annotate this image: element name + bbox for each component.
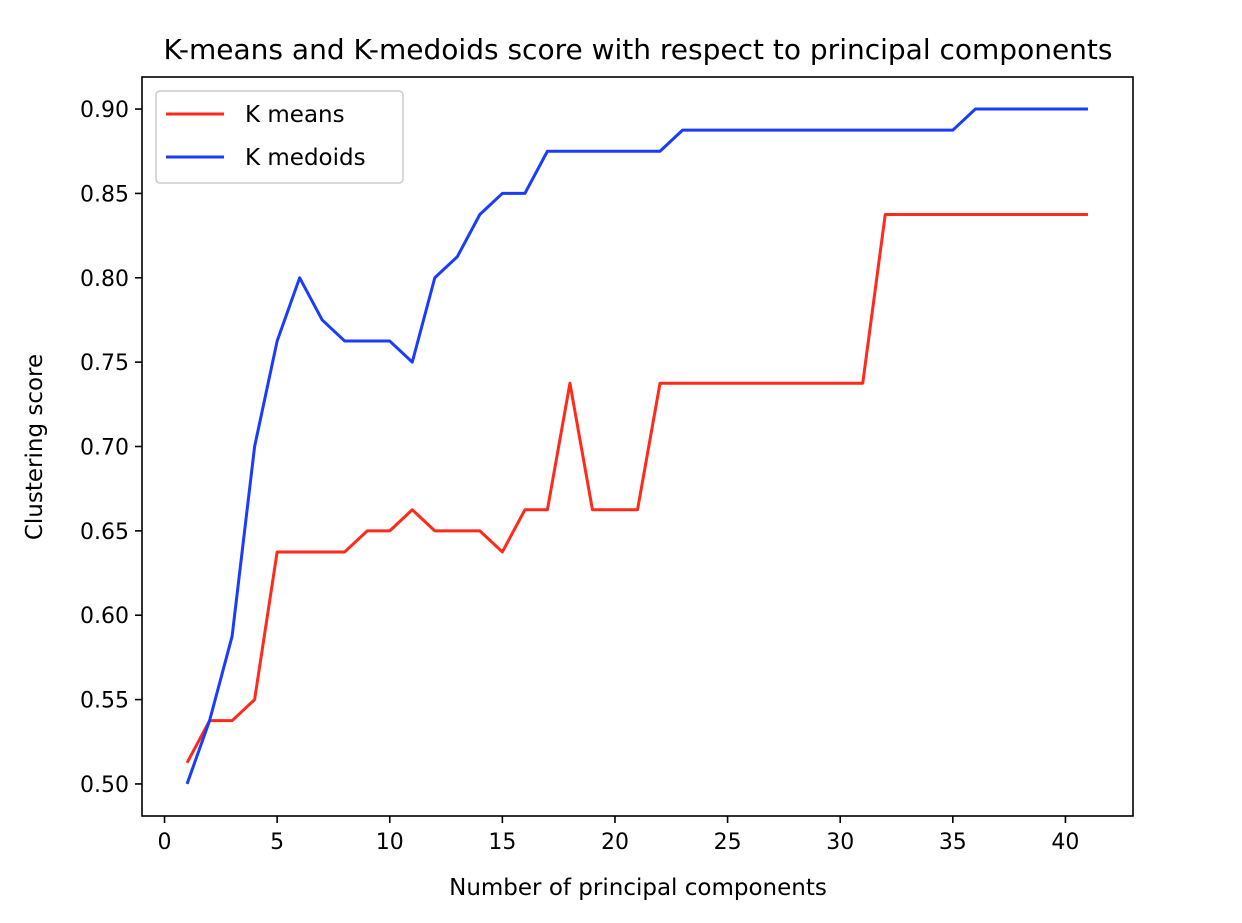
y-axis-label: Clustering score: [22, 354, 48, 540]
y-tick-label: 0.85: [80, 182, 129, 207]
legend-label-k-medoids: K medoids: [245, 145, 366, 171]
series-line-k-medoids: [185, 107, 1088, 785]
plot-frame: [141, 76, 1134, 817]
y-tick-label: 0.70: [80, 436, 129, 461]
x-tick-label: 20: [601, 830, 629, 855]
y-tick-label: 0.90: [80, 98, 129, 123]
y-tick-label: 0.65: [80, 520, 129, 545]
x-tick-label: 10: [376, 830, 404, 855]
x-tick-label: 15: [488, 830, 516, 855]
x-axis-label: Number of principal components: [449, 875, 827, 901]
chart-title: K-means and K-medoids score with respect…: [164, 33, 1113, 66]
x-tick-label: 0: [158, 830, 172, 855]
x-tick-label: 35: [939, 830, 967, 855]
y-tick-label: 0.50: [80, 773, 129, 798]
x-tick-label: 5: [270, 830, 284, 855]
y-tick-label: 0.55: [80, 689, 129, 714]
x-tick-label: 40: [1051, 830, 1079, 855]
series-line-k-means: [185, 213, 1088, 764]
y-tick-label: 0.75: [80, 351, 129, 376]
legend: K means K medoids: [155, 90, 404, 184]
plot-area: 0 5 10 15 20 25 30 35 40 0.50 0.55 0.60 0.65 0.70 0.75…: [80, 76, 1134, 855]
y-tick-label: 0.60: [80, 604, 129, 629]
y-tick-label: 0.80: [80, 267, 129, 292]
legend-label-k-means: K means: [245, 102, 345, 128]
x-tick-label: 30: [826, 830, 854, 855]
x-tick-label: 25: [714, 830, 742, 855]
